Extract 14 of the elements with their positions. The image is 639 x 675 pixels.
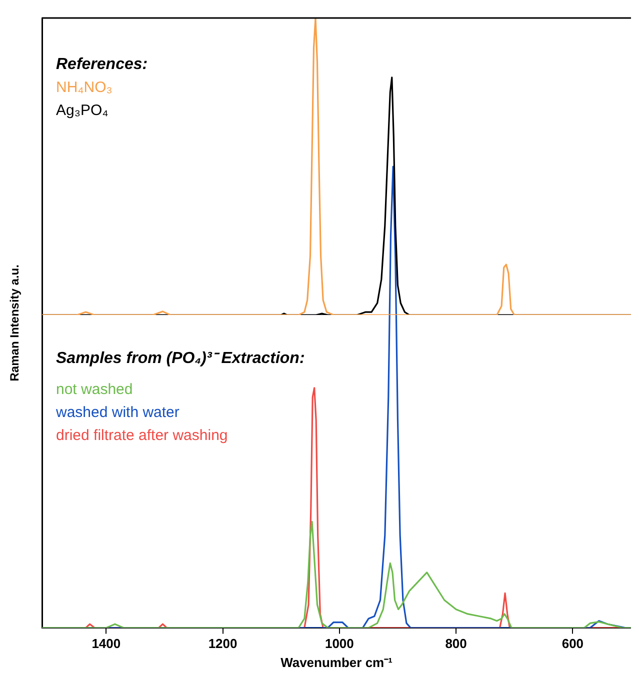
text: Samples from (PO₄)³⁻ Extraction: [56,349,305,369]
text: Ag₃PO₄ [56,101,110,121]
text: not washed [56,380,134,400]
text: dried filtrate after washing [56,426,229,446]
y-axis-title: Raman Intensity a.u. [8,264,22,382]
text: References: [56,55,148,75]
x-axis-title: Wavenumber cm⁻¹ [280,654,392,670]
x-tick-label: 1200 [208,636,238,652]
x-tick-label: 1400 [92,636,121,652]
x-tick-label: 800 [445,636,467,652]
x-tick-label: 1000 [324,636,354,652]
x-tick-label: 600 [562,636,584,652]
text: washed with water [56,403,180,423]
text: NH₄NO₃ [56,78,114,98]
